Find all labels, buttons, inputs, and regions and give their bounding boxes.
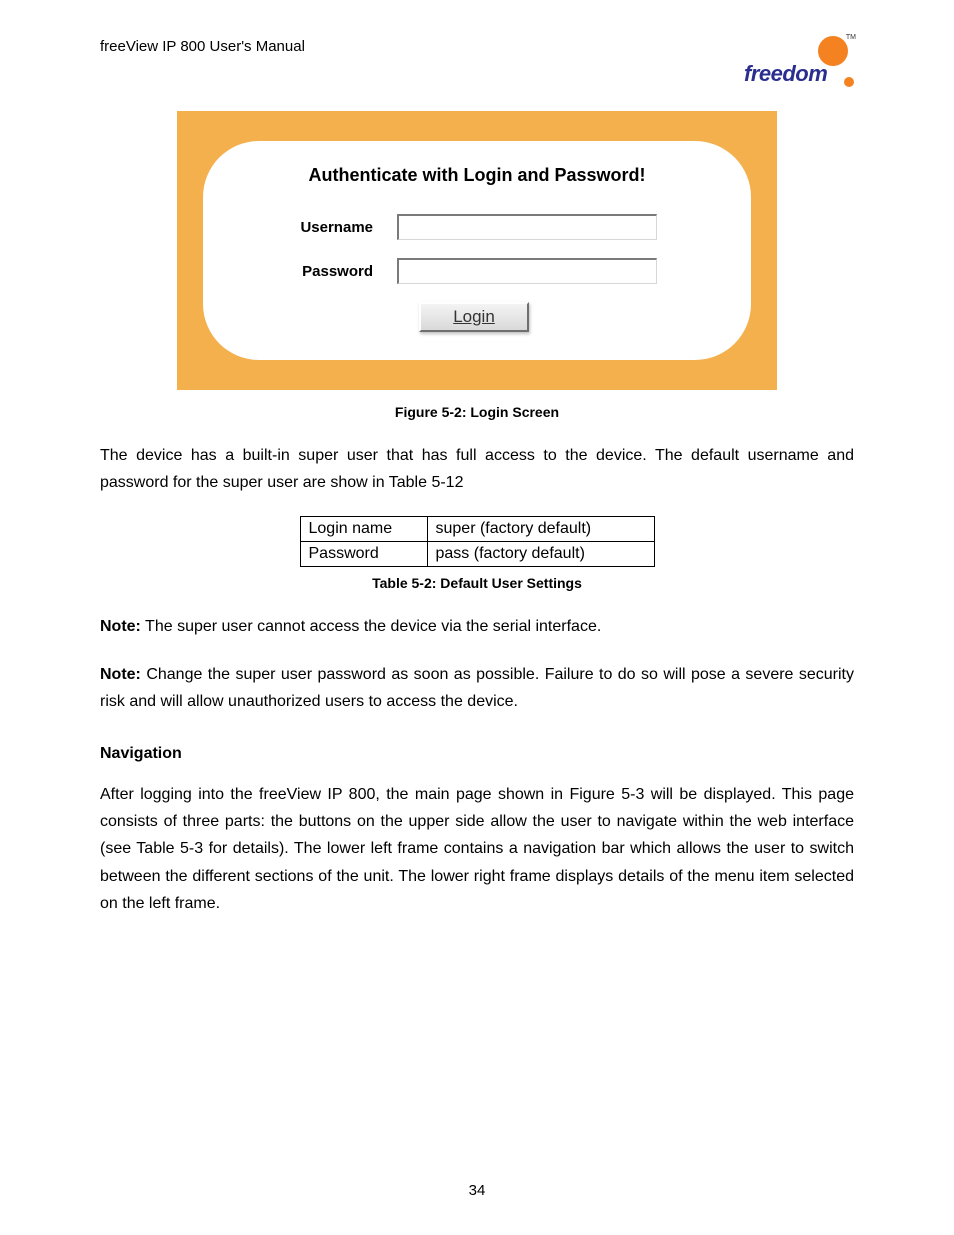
login-button[interactable]: Login — [419, 302, 529, 332]
table-caption: Table 5-2: Default User Settings — [100, 575, 854, 591]
password-input[interactable] — [397, 258, 657, 284]
login-heading: Authenticate with Login and Password! — [233, 165, 721, 186]
login-button-row: Login — [233, 302, 721, 332]
freedom9-logo: TM freedom — [744, 36, 854, 91]
login-screenshot: Authenticate with Login and Password! Us… — [177, 111, 777, 390]
note-2: Note: Change the super user password as … — [100, 661, 854, 715]
logo-tm: TM — [846, 34, 856, 41]
page: freeView IP 800 User's Manual TM freedom… — [0, 0, 954, 1235]
username-input[interactable] — [397, 214, 657, 240]
table-cell: Login name — [300, 517, 427, 542]
section-heading-navigation: Navigation — [100, 745, 854, 763]
note-1: Note: The super user cannot access the d… — [100, 613, 854, 640]
table-row: Login name super (factory default) — [300, 517, 654, 542]
logo-dot-small — [844, 77, 854, 87]
table-cell: Password — [300, 542, 427, 567]
password-label: Password — [233, 263, 397, 280]
paragraph-intro: The device has a built-in super user tha… — [100, 442, 854, 496]
default-credentials-table: Login name super (factory default) Passw… — [300, 516, 655, 567]
note-text: The super user cannot access the device … — [141, 618, 601, 635]
figure-caption: Figure 5-2: Login Screen — [100, 404, 854, 420]
username-row: Username — [233, 214, 721, 240]
note-text: Change the super user password as soon a… — [100, 666, 854, 710]
logo-text: freedom — [744, 61, 827, 87]
note-label: Note: — [100, 666, 141, 683]
paragraph-navigation: After logging into the freeView IP 800, … — [100, 781, 854, 917]
username-label: Username — [233, 219, 397, 236]
page-number: 34 — [0, 1182, 954, 1199]
table-cell: pass (factory default) — [427, 542, 654, 567]
note-label: Note: — [100, 618, 141, 635]
table-row: Password pass (factory default) — [300, 542, 654, 567]
page-header: freeView IP 800 User's Manual TM freedom — [100, 36, 854, 91]
manual-title: freeView IP 800 User's Manual — [100, 36, 305, 55]
table-cell: super (factory default) — [427, 517, 654, 542]
password-row: Password — [233, 258, 721, 284]
login-card: Authenticate with Login and Password! Us… — [203, 141, 751, 360]
